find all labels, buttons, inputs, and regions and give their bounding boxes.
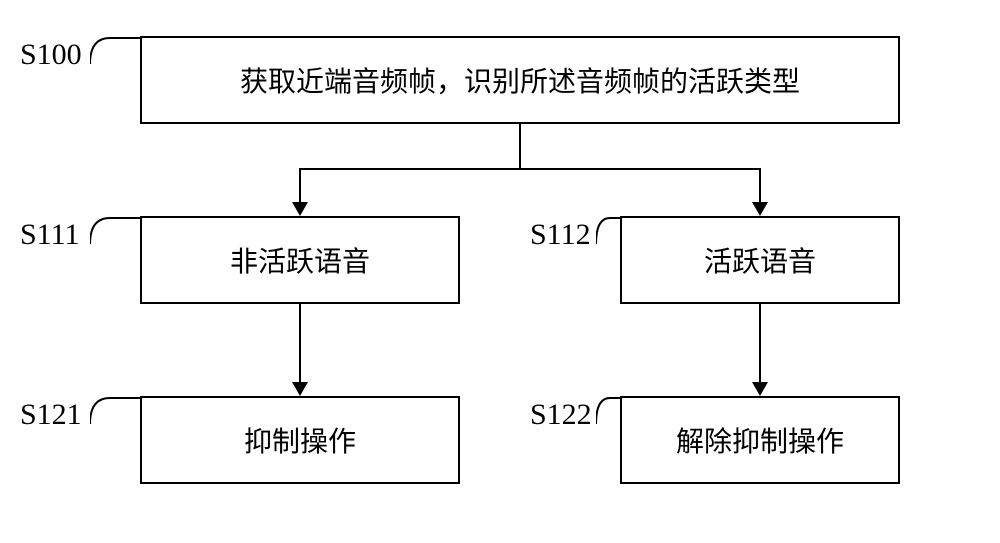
step-box-s111: 非活跃语音 [140,216,460,304]
step-label-s121: S121 [20,398,82,432]
bracket-s112 [596,216,620,244]
arrowhead-s122 [752,382,768,396]
bracket-s122 [596,396,620,424]
step-label-s111: S111 [20,218,79,252]
arrowhead-s121 [292,382,308,396]
step-label-s112: S112 [530,218,591,252]
edge-to-s111 [299,168,301,202]
step-label-s122: S122 [530,398,592,432]
step-label-s100: S100 [20,38,82,72]
edge-s100-stub [519,124,521,168]
step-text-s121: 抑制操作 [244,420,356,460]
edge-s112-s122 [759,304,761,382]
bracket-s121 [90,396,140,424]
arrowhead-s111 [292,202,308,216]
bracket-s100 [90,36,140,64]
step-box-s122: 解除抑制操作 [620,396,900,484]
step-text-s122: 解除抑制操作 [676,420,844,460]
step-text-s100: 获取近端音频帧，识别所述音频帧的活跃类型 [240,60,800,100]
edge-to-s112 [759,168,761,202]
step-box-s112: 活跃语音 [620,216,900,304]
step-box-s121: 抑制操作 [140,396,460,484]
step-box-s100: 获取近端音频帧，识别所述音频帧的活跃类型 [140,36,900,124]
arrowhead-s112 [752,202,768,216]
edge-s100-split [299,168,761,170]
edge-s111-s121 [299,304,301,382]
bracket-s111 [90,216,140,244]
step-text-s111: 非活跃语音 [230,240,370,280]
step-text-s112: 活跃语音 [704,240,816,280]
